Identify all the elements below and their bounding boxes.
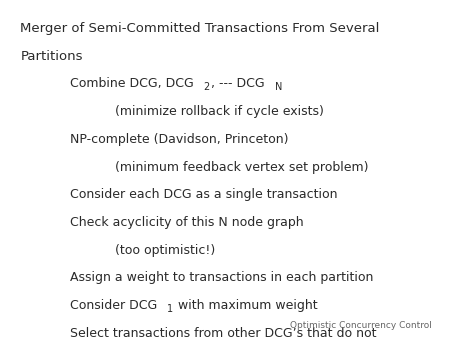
Text: (minimize rollback if cycle exists): (minimize rollback if cycle exists) [115,105,324,118]
Text: (minimum feedback vertex set problem): (minimum feedback vertex set problem) [115,161,368,173]
Text: Assign a weight to transactions in each partition: Assign a weight to transactions in each … [70,271,373,284]
Text: Merger of Semi-Committed Transactions From Several: Merger of Semi-Committed Transactions Fr… [20,22,380,35]
Text: Partitions: Partitions [20,50,83,63]
Text: 1: 1 [166,304,173,314]
Text: (too optimistic!): (too optimistic!) [115,244,215,257]
Text: 2: 2 [203,82,209,92]
Text: Optimistic Concurrency Control: Optimistic Concurrency Control [290,320,432,330]
Text: Consider each DCG as a single transaction: Consider each DCG as a single transactio… [70,188,337,201]
Text: Check acyclicity of this N node graph: Check acyclicity of this N node graph [70,216,303,229]
Text: Consider DCG: Consider DCG [70,299,157,312]
Text: Combine DCG, DCG: Combine DCG, DCG [70,77,194,90]
Text: with maximum weight: with maximum weight [174,299,318,312]
Text: , --- DCG: , --- DCG [211,77,264,90]
Text: N: N [275,82,283,92]
Text: NP-complete (Davidson, Princeton): NP-complete (Davidson, Princeton) [70,133,288,146]
Text: Select transactions from other DCG’s that do not: Select transactions from other DCG’s tha… [70,327,376,338]
